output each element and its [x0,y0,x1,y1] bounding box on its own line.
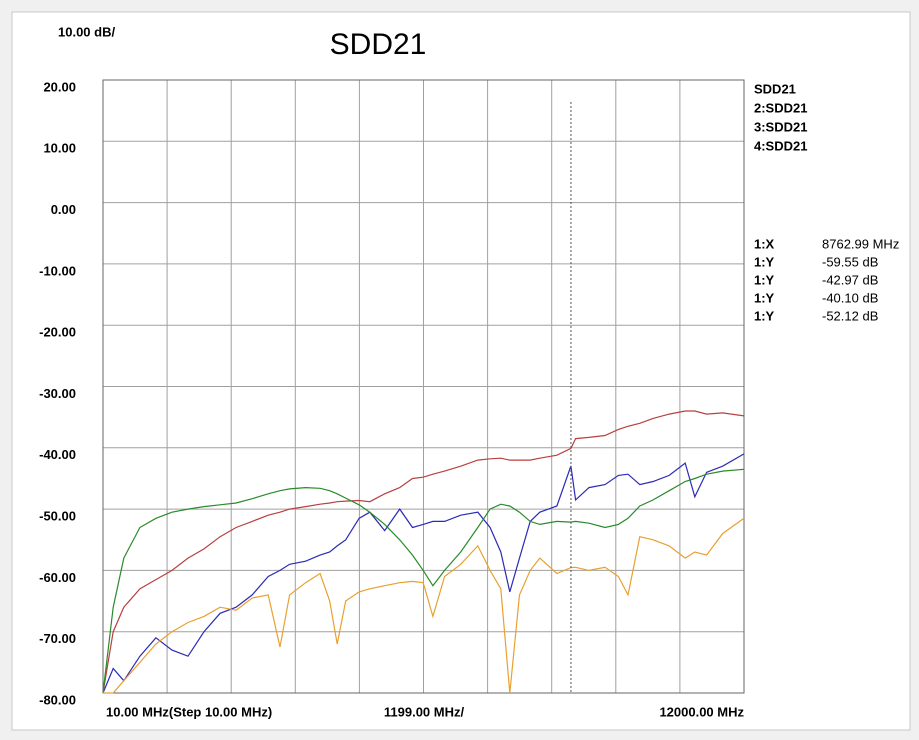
legend-entry: SDD21 [754,81,796,96]
y-tick-label: 10.00 [43,141,76,156]
trace [103,517,745,694]
y-tick-label: -30.00 [39,386,76,401]
y-tick-label: -40.00 [39,447,76,462]
y-tick-label: -70.00 [39,631,76,646]
x-stop-label: 12000.00 MHz [659,704,744,719]
scale-label: 10.00 dB/ [58,24,115,39]
plot-border [102,79,745,694]
y-tick-label: -50.00 [39,509,76,524]
legend-entry: 3:SDD21 [754,119,807,134]
legend-entry: 2:SDD21 [754,100,807,115]
marker-readout-value: -42.97 dB [822,272,878,287]
x-start-label: 10.00 MHz(Step 10.00 MHz) [106,704,272,719]
trace [102,410,745,694]
panel [11,11,911,731]
marker-readout-value: -59.55 dB [822,254,878,269]
marker-x-name: 1:X [754,236,775,251]
x-scale-label: 1199.00 MHz/ [384,704,465,719]
y-tick-label: -20.00 [39,325,76,340]
marker-readout-value: -52.12 dB [822,308,878,323]
trace [102,468,745,694]
chart-title: SDD21 [330,28,427,61]
marker-readout-name: 1:Y [754,290,775,305]
y-tick-label: 20.00 [43,79,76,94]
marker-readout-name: 1:Y [754,254,775,269]
marker-x-value: 8762.99 MHz [822,236,899,251]
marker-readout-name: 1:Y [754,272,775,287]
legend-entry: 4:SDD21 [754,138,807,153]
marker-readout-value: -40.10 dB [822,290,878,305]
y-tick-label: 0.00 [51,202,76,217]
trace [102,453,745,694]
y-tick-label: -80.00 [39,692,76,707]
y-tick-label: -10.00 [39,263,76,278]
y-tick-label: -60.00 [39,570,76,585]
marker-readout-name: 1:Y [754,308,775,323]
